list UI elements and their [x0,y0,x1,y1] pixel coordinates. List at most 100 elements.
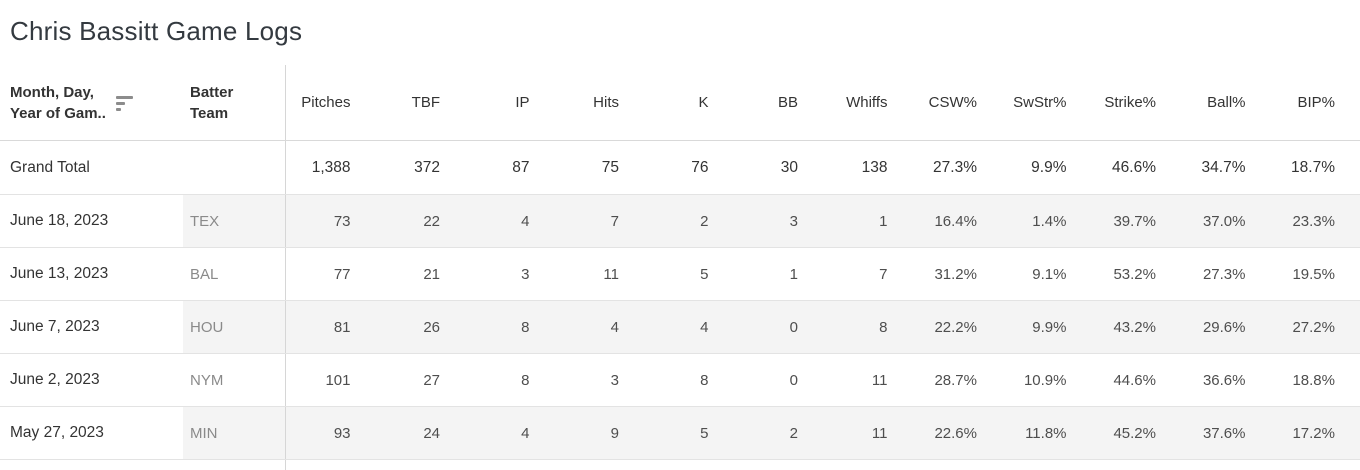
value-csw[interactable]: 22.6% [934,424,977,442]
column-header-csw[interactable]: CSW% [928,94,977,111]
value-bip[interactable]: 27.2% [1292,318,1335,336]
table-row-june-7-2023[interactable]: June 7, 2023 HOU 81 26 8 4 4 0 8 22.2% 9.9% 43.2% 29… [0,301,1360,354]
value-ip[interactable]: 3 [521,265,530,283]
value-k[interactable]: 2 [700,212,709,230]
game-date[interactable]: June 2, 2023 [0,354,183,406]
column-header-whiffs[interactable]: Whiffs [846,94,888,111]
value-tbf[interactable]: 27 [423,371,440,389]
value-ball[interactable]: 29.6% [1202,318,1246,336]
table-row-june-2-2023[interactable]: June 2, 2023 NYM 101 27 8 3 8 0 11 28.7% 10.9% 44.6… [0,354,1360,407]
value-swstr[interactable]: 9.1% [1032,265,1067,283]
game-date[interactable]: May 27, 2023 [0,407,183,459]
value-whiffs[interactable]: 11 [871,424,888,442]
value-whiffs[interactable]: 11 [871,371,888,389]
value-ip[interactable]: 4 [521,212,530,230]
value-swstr[interactable]: 11.8% [1025,424,1067,442]
value-ball[interactable]: 37.0% [1202,212,1246,230]
batter-team[interactable]: NYM [190,371,224,389]
column-header-k[interactable]: K [698,94,709,111]
value-ball[interactable]: 36.6% [1202,371,1246,389]
column-header-batter-team[interactable]: Batter Team [183,65,285,140]
column-header-ip[interactable]: IP [515,94,530,111]
value-ip[interactable]: 8 [521,318,530,336]
value-ip[interactable]: 8 [521,371,530,389]
grand-total-pitches[interactable]: 1,388 [311,158,351,176]
batter-team[interactable]: TEX [183,195,285,247]
value-k[interactable]: 5 [700,265,709,283]
grand-total-whiffs[interactable]: 138 [861,158,888,176]
value-bb[interactable]: 2 [789,424,798,442]
value-bip[interactable]: 17.2% [1292,424,1335,442]
game-date[interactable]: June 13, 2023 [0,248,183,300]
value-pitches[interactable]: 81 [333,318,351,336]
value-csw[interactable]: 16.4% [934,212,977,230]
column-header-tbf[interactable]: TBF [411,94,440,111]
value-csw[interactable]: 31.2% [934,265,977,283]
value-bip[interactable]: 19.5% [1292,265,1335,283]
column-header-date[interactable]: Month, Day, Year of Gam.. [0,65,183,140]
game-date[interactable]: June 18, 2023 [0,195,183,247]
value-tbf[interactable]: 21 [423,265,440,283]
value-pitches[interactable]: 101 [325,371,351,389]
value-hits[interactable]: 4 [610,318,619,336]
value-strike[interactable]: 45.2% [1113,424,1156,442]
value-hits[interactable]: 7 [610,212,619,230]
table-row-june-13-2023[interactable]: June 13, 2023 BAL 77 21 3 11 5 1 7 31.2% 9.1% 53.2%… [0,248,1360,301]
value-bb[interactable]: 0 [789,371,798,389]
column-header-swstr[interactable]: SwStr% [1013,94,1067,111]
batter-team[interactable]: HOU [183,301,285,353]
value-pitches[interactable]: 73 [333,212,351,230]
value-tbf[interactable]: 24 [423,424,440,442]
grand-total-hits[interactable]: 75 [601,158,619,176]
value-tbf[interactable]: 26 [423,318,440,336]
value-bip[interactable]: 23.3% [1292,212,1335,230]
column-header-pitches[interactable]: Pitches [301,94,351,111]
value-swstr[interactable]: 9.9% [1032,318,1067,336]
value-csw[interactable]: 22.2% [934,318,977,336]
value-hits[interactable]: 11 [603,265,619,283]
grand-total-bip[interactable]: 18.7% [1291,158,1335,176]
value-bb[interactable]: 3 [789,212,798,230]
grand-total-k[interactable]: 76 [691,158,709,176]
batter-team[interactable]: MIN [183,407,285,459]
value-strike[interactable]: 43.2% [1113,318,1156,336]
value-whiffs[interactable]: 7 [879,265,888,283]
grand-total-ip[interactable]: 87 [512,158,530,176]
value-k[interactable]: 4 [700,318,709,336]
column-header-strike[interactable]: Strike% [1104,94,1156,111]
value-whiffs[interactable]: 1 [879,212,888,230]
value-k[interactable]: 5 [700,424,709,442]
grand-total-bb[interactable]: 30 [780,158,798,176]
value-hits[interactable]: 3 [610,371,619,389]
value-hits[interactable]: 9 [610,424,619,442]
value-strike[interactable]: 53.2% [1113,265,1156,283]
column-header-hits[interactable]: Hits [593,94,619,111]
grand-total-strike[interactable]: 46.6% [1112,158,1156,176]
column-header-ball[interactable]: Ball% [1207,94,1246,111]
value-ip[interactable]: 4 [521,424,530,442]
value-ball[interactable]: 27.3% [1202,265,1246,283]
grand-total-ball[interactable]: 34.7% [1201,158,1246,176]
game-date[interactable]: June 7, 2023 [0,301,183,353]
table-row-may-27-2023[interactable]: May 27, 2023 MIN 93 24 4 9 5 2 11 22.6% 11.8% 45.2%… [0,407,1360,460]
value-swstr[interactable]: 1.4% [1032,212,1067,230]
value-strike[interactable]: 39.7% [1113,212,1156,230]
value-bb[interactable]: 1 [789,265,798,283]
value-tbf[interactable]: 22 [423,212,440,230]
value-pitches[interactable]: 93 [333,424,351,442]
column-header-bip[interactable]: BIP% [1297,94,1335,111]
grand-total-csw[interactable]: 27.3% [933,158,977,176]
value-ball[interactable]: 37.6% [1202,424,1246,442]
value-swstr[interactable]: 10.9% [1023,371,1067,389]
value-k[interactable]: 8 [700,371,709,389]
table-row-june-18-2023[interactable]: June 18, 2023 TEX 73 22 4 7 2 3 1 16.4% 1.4% 39.7% 3… [0,195,1360,248]
value-pitches[interactable]: 77 [333,265,351,283]
column-header-bb[interactable]: BB [777,94,798,111]
value-whiffs[interactable]: 8 [879,318,888,336]
value-bip[interactable]: 18.8% [1292,371,1335,389]
value-bb[interactable]: 0 [789,318,798,336]
value-csw[interactable]: 28.7% [934,371,977,389]
sort-descending-icon[interactable] [115,96,133,111]
grand-total-row[interactable]: Grand Total 1,388 372 87 75 76 30 138 27.3% 9.9%… [0,141,1360,195]
batter-team[interactable]: BAL [190,265,219,283]
